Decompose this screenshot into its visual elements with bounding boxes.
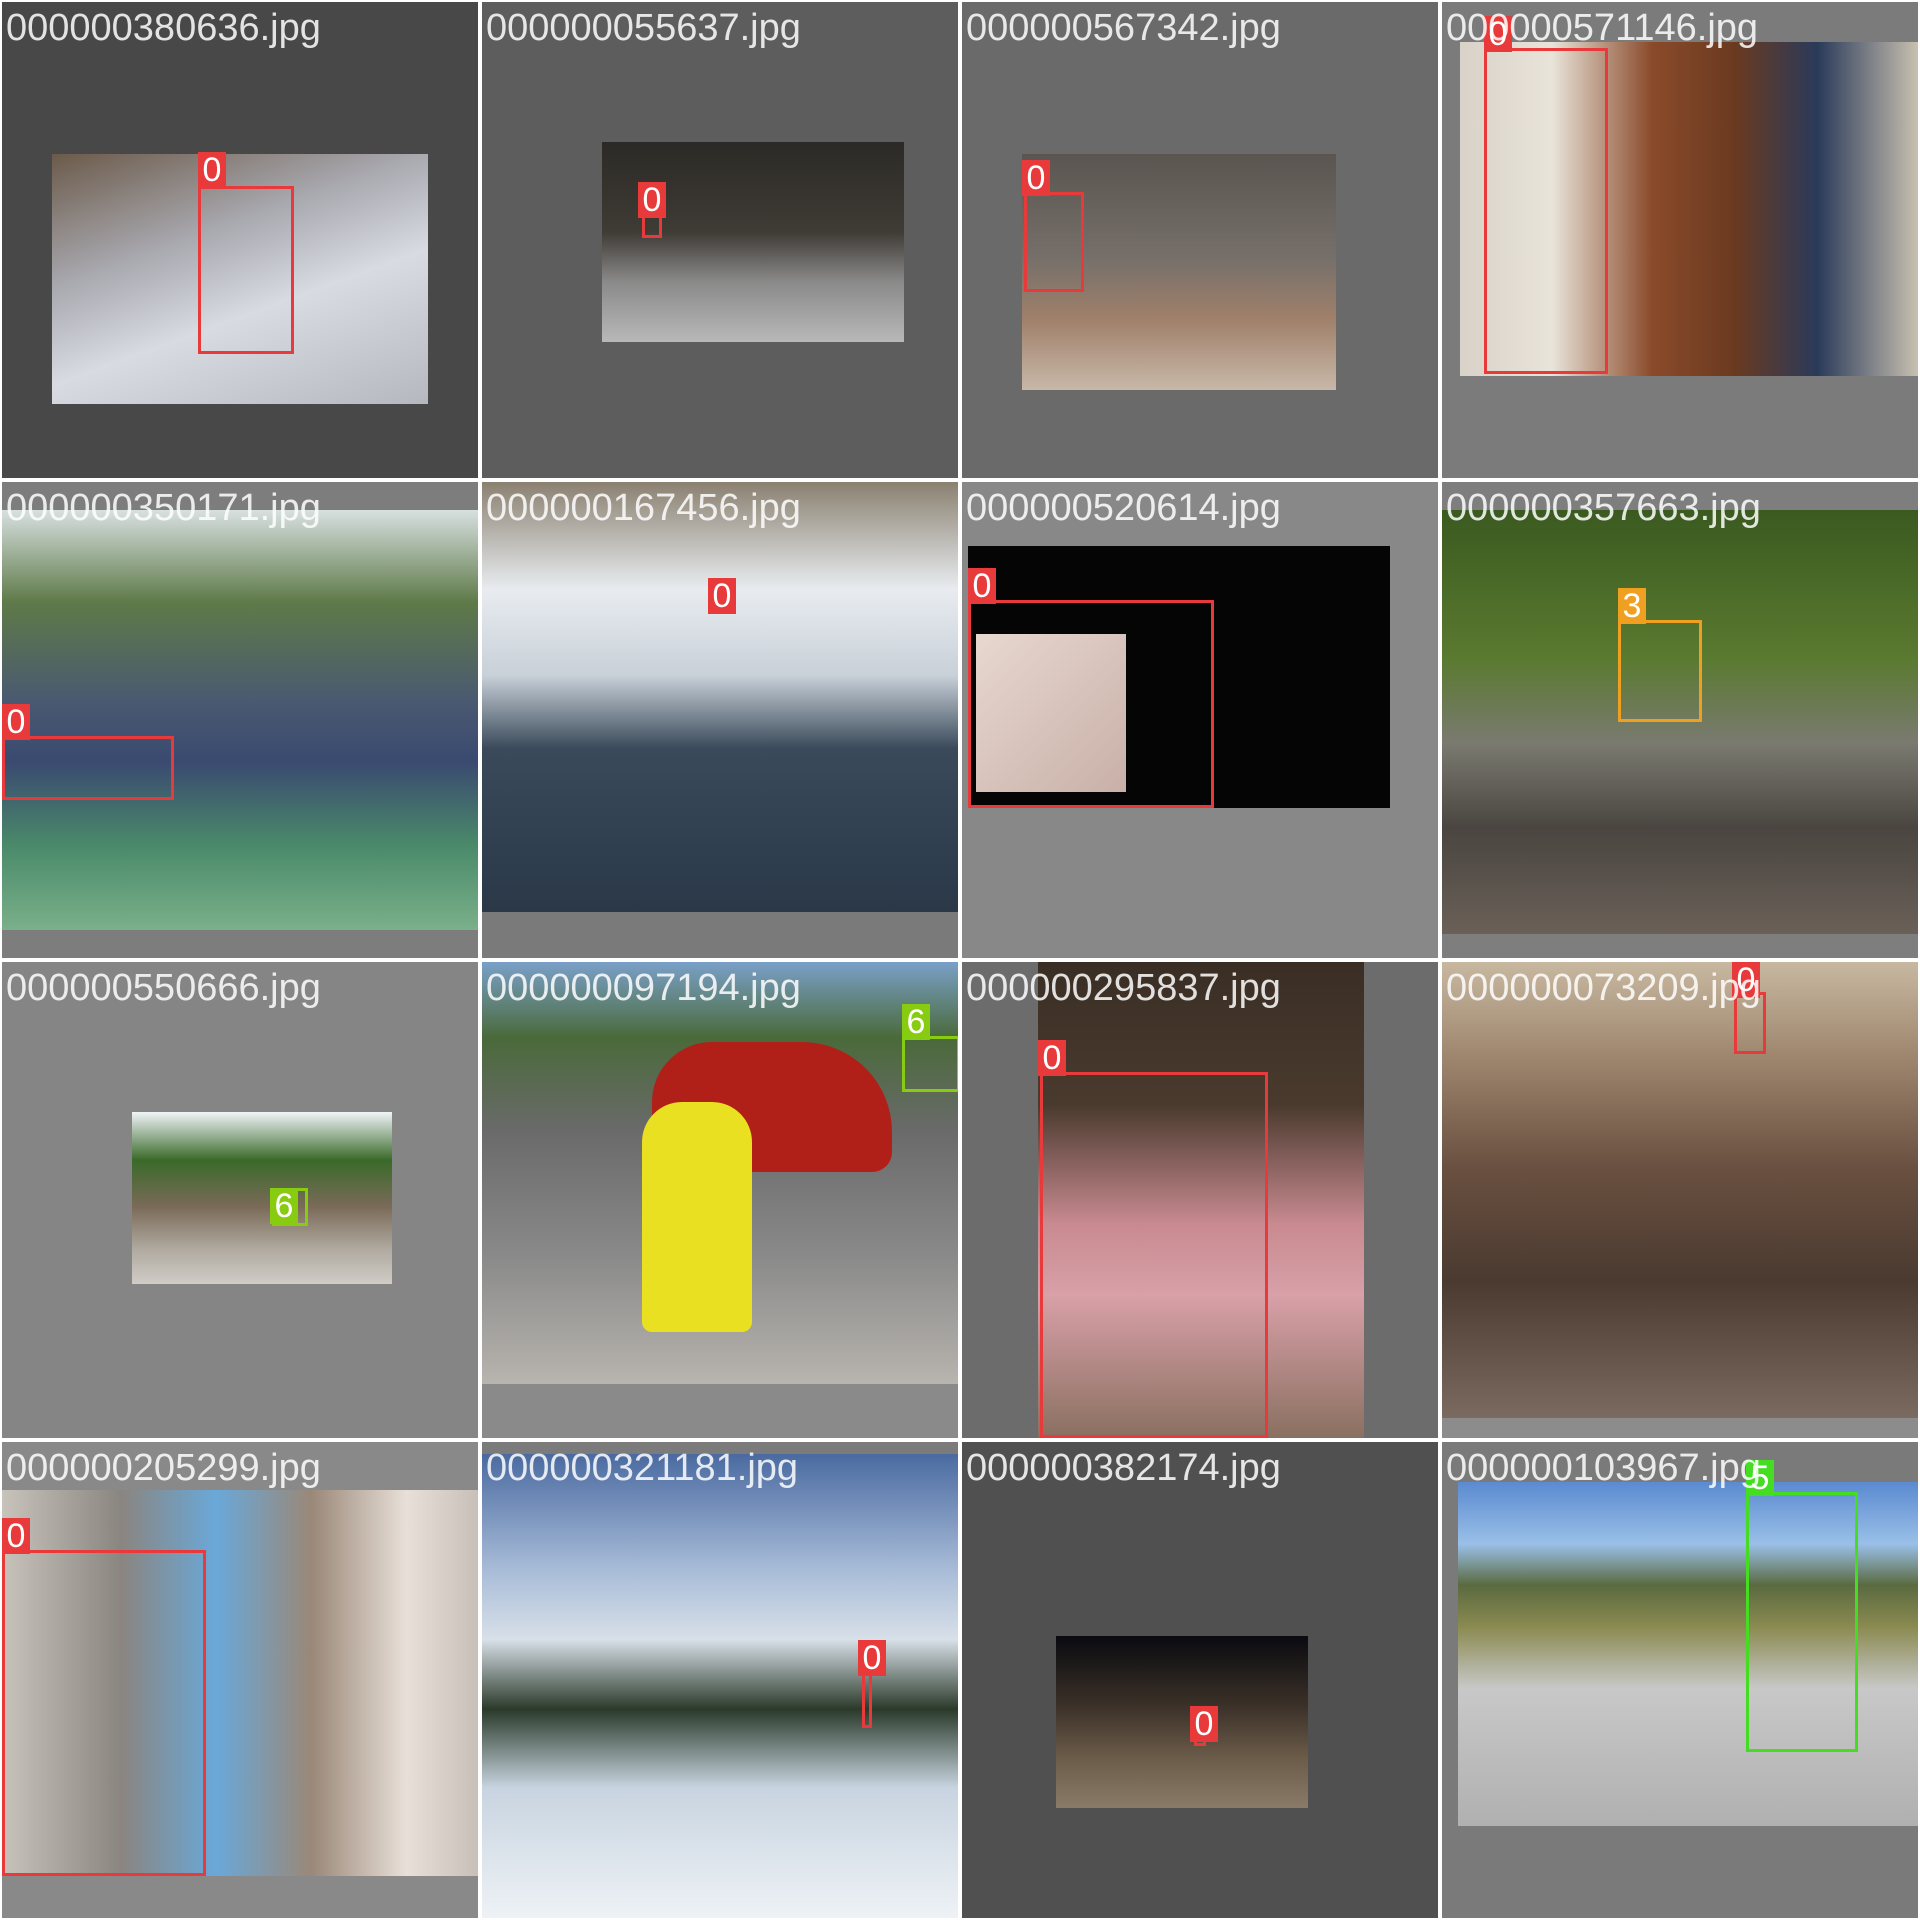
- class-label: 0: [1484, 16, 1512, 52]
- tile-000000055637: 0 000000055637.jpg: [482, 2, 958, 478]
- filename-label: 000000567342.jpg: [966, 7, 1281, 49]
- detection-box: [1746, 1492, 1858, 1752]
- tile-000000382174: 0 000000382174.jpg: [962, 1442, 1438, 1918]
- filename-label: 000000550666.jpg: [6, 967, 321, 1009]
- detection-box: [862, 1672, 872, 1728]
- filename-label: 000000520614.jpg: [966, 487, 1281, 529]
- laptop-shape: [976, 634, 1126, 792]
- class-label: 0: [968, 568, 996, 604]
- photo: [1458, 1482, 1918, 1826]
- photo: [1442, 962, 1918, 1418]
- filename-label: 000000382174.jpg: [966, 1447, 1281, 1489]
- tile-000000167456: 0 000000167456.jpg: [482, 482, 958, 958]
- detection-box: [1618, 620, 1702, 722]
- photo: [52, 154, 428, 404]
- photo: [602, 142, 904, 342]
- tile-000000350171: 0 000000350171.jpg: [2, 482, 478, 958]
- tile-000000073209: 0 000000073209.jpg: [1442, 962, 1918, 1438]
- photo: [2, 1490, 478, 1876]
- class-label: 0: [708, 578, 736, 614]
- tile-000000520614: 0 000000520614.jpg: [962, 482, 1438, 958]
- photo: [2, 510, 478, 930]
- filename-label: 000000295837.jpg: [966, 967, 1281, 1009]
- photo: [482, 482, 958, 912]
- class-label: 0: [1038, 1040, 1066, 1076]
- class-label: 6: [270, 1188, 298, 1224]
- class-label: 0: [638, 182, 666, 218]
- tile-000000103967: 5 000000103967.jpg: [1442, 1442, 1918, 1918]
- photo: [132, 1112, 392, 1284]
- photo: [1442, 510, 1918, 934]
- photo: [1056, 1636, 1308, 1808]
- class-label: 0: [1022, 160, 1050, 196]
- filename-label: 000000167456.jpg: [486, 487, 801, 529]
- tile-000000295837: 0 000000295837.jpg: [962, 962, 1438, 1438]
- filename-label: 000000205299.jpg: [6, 1447, 321, 1489]
- tile-000000097194: 6 000000097194.jpg: [482, 962, 958, 1438]
- detection-box: [902, 1036, 958, 1092]
- filename-label: 000000357663.jpg: [1446, 487, 1761, 529]
- filename-label: 000000571146.jpg: [1446, 7, 1759, 49]
- hydrant-shape: [642, 1102, 752, 1332]
- class-label: 0: [1732, 962, 1760, 998]
- photo: [482, 1454, 958, 1918]
- tile-000000380636: 0 000000380636.jpg: [2, 2, 478, 478]
- class-label: 0: [198, 152, 226, 188]
- tile-000000357663: 3 000000357663.jpg: [1442, 482, 1918, 958]
- filename-label: 000000097194.jpg: [486, 967, 801, 1009]
- filename-label: 000000103967.jpg: [1446, 1447, 1761, 1489]
- class-label: 5: [1746, 1460, 1774, 1496]
- tile-000000571146: 0 000000571146.jpg: [1442, 2, 1918, 478]
- filename-label: 000000350171.jpg: [6, 487, 321, 529]
- filename-label: 000000380636.jpg: [6, 7, 321, 49]
- tile-000000550666: 6 000000550666.jpg: [2, 962, 478, 1438]
- detection-box: [1024, 192, 1084, 292]
- detection-box: [2, 1550, 206, 1876]
- tile-000000567342: 0 000000567342.jpg: [962, 2, 1438, 478]
- detection-box: [968, 600, 1214, 808]
- detection-box: [2, 736, 174, 800]
- filename-label: 000000321181.jpg: [486, 1447, 799, 1489]
- class-label: 0: [2, 1518, 30, 1554]
- class-label: 0: [1190, 1706, 1218, 1742]
- filename-label: 000000073209.jpg: [1446, 967, 1761, 1009]
- class-label: 0: [858, 1640, 886, 1676]
- class-label: 6: [902, 1004, 930, 1040]
- photo: [1038, 962, 1364, 1438]
- detection-box: [1484, 48, 1608, 374]
- filename-label: 000000055637.jpg: [486, 7, 801, 49]
- class-label: 3: [1618, 588, 1646, 624]
- detection-box: [198, 186, 294, 354]
- photo: [1460, 42, 1918, 376]
- tile-000000205299: 0 000000205299.jpg: [2, 1442, 478, 1918]
- detection-box: [1040, 1072, 1268, 1438]
- class-label: 0: [2, 704, 30, 740]
- tile-000000321181: 0 000000321181.jpg: [482, 1442, 958, 1918]
